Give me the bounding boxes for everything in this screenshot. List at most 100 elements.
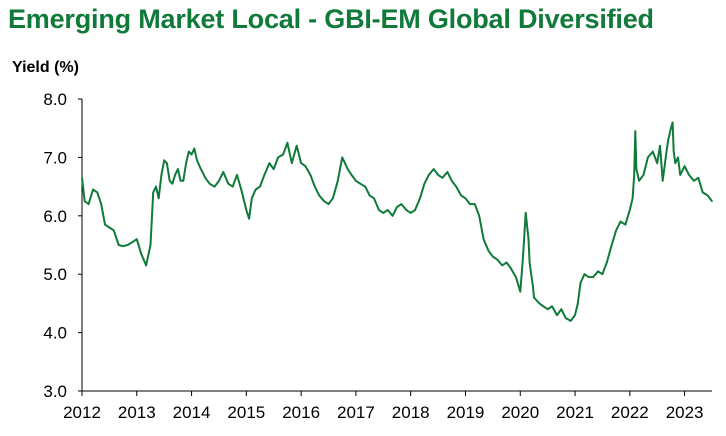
data-point (145, 264, 147, 267)
data-point (428, 174, 430, 176)
data-point (177, 168, 179, 170)
x-tick-label: 2020 (501, 403, 539, 422)
data-point (670, 127, 672, 129)
data-point (638, 180, 640, 182)
data-point (196, 159, 198, 162)
data-point (469, 203, 471, 205)
data-point (528, 261, 531, 264)
data-point (671, 121, 674, 124)
data-point (551, 305, 553, 308)
data-point (451, 180, 453, 182)
data-point (92, 188, 94, 191)
data-point (83, 200, 86, 202)
data-point (441, 177, 444, 179)
data-point (100, 203, 102, 205)
data-point (359, 182, 362, 185)
data-point (647, 156, 649, 159)
data-point (677, 156, 679, 159)
data-point (659, 144, 661, 147)
data-point (661, 180, 664, 182)
data-point (344, 162, 346, 164)
data-point (140, 253, 142, 255)
data-point (174, 174, 176, 176)
data-point (510, 267, 512, 270)
data-point (505, 261, 508, 264)
data-point (155, 185, 157, 188)
data-point (245, 209, 248, 211)
data-point (474, 203, 476, 205)
data-point (656, 162, 658, 164)
y-tick-label: 6.0 (43, 207, 67, 226)
data-point (492, 255, 494, 258)
data-point (200, 168, 202, 170)
data-point (227, 182, 230, 185)
data-point (569, 320, 572, 322)
data-point (405, 209, 408, 211)
data-point (460, 194, 462, 197)
data-point (619, 220, 622, 223)
data-point (674, 162, 677, 164)
data-point (634, 130, 637, 132)
data-point (601, 273, 604, 276)
data-point (282, 153, 284, 156)
data-point (624, 223, 627, 226)
data-point (633, 174, 635, 176)
data-point (577, 302, 579, 305)
y-tick-label: 5.0 (43, 265, 67, 284)
x-tick-label: 2014 (173, 403, 211, 422)
data-point (478, 215, 481, 217)
data-point (400, 203, 403, 205)
x-tick-label: 2021 (556, 403, 594, 422)
data-point (152, 191, 154, 194)
data-point (231, 185, 234, 188)
data-point (487, 250, 490, 252)
data-point (519, 290, 522, 293)
data-point (409, 212, 412, 214)
data-point (522, 255, 524, 258)
data-point (693, 180, 695, 182)
data-point (350, 174, 353, 176)
data-point (414, 209, 416, 211)
y-tick-label: 7.0 (43, 148, 67, 167)
data-point (515, 276, 517, 278)
x-tick-label: 2018 (392, 403, 430, 422)
data-point (337, 180, 339, 182)
data-point (300, 162, 302, 164)
data-point (530, 273, 532, 276)
data-point (314, 185, 316, 188)
data-point (642, 174, 645, 176)
data-point (126, 244, 129, 246)
data-point (163, 159, 165, 162)
data-point (185, 162, 187, 164)
data-point (122, 245, 124, 247)
data-point (241, 191, 243, 194)
data-point (579, 282, 582, 284)
data-point (213, 185, 216, 188)
data-point (104, 223, 106, 226)
data-point (341, 156, 344, 159)
data-point (286, 142, 289, 144)
data-point (574, 314, 576, 316)
chart-title: Emerging Market Local - GBI-EM Global Di… (8, 4, 654, 34)
data-point (355, 180, 357, 182)
data-point (391, 215, 394, 217)
x-tick-label: 2017 (337, 403, 375, 422)
data-point (136, 238, 138, 240)
data-point (309, 174, 312, 176)
data-point (501, 264, 504, 267)
data-point (259, 185, 261, 188)
data-point (190, 153, 193, 156)
data-point (117, 244, 120, 246)
data-point (386, 209, 389, 211)
data-point (535, 299, 538, 302)
data-point (587, 276, 590, 278)
data-point (108, 226, 111, 229)
data-point (533, 296, 535, 299)
data-point (378, 209, 380, 211)
data-point (592, 276, 594, 278)
series-line (81, 121, 713, 322)
data-point (179, 180, 182, 182)
data-point (697, 177, 700, 179)
data-point (629, 209, 631, 211)
data-point (432, 168, 435, 170)
